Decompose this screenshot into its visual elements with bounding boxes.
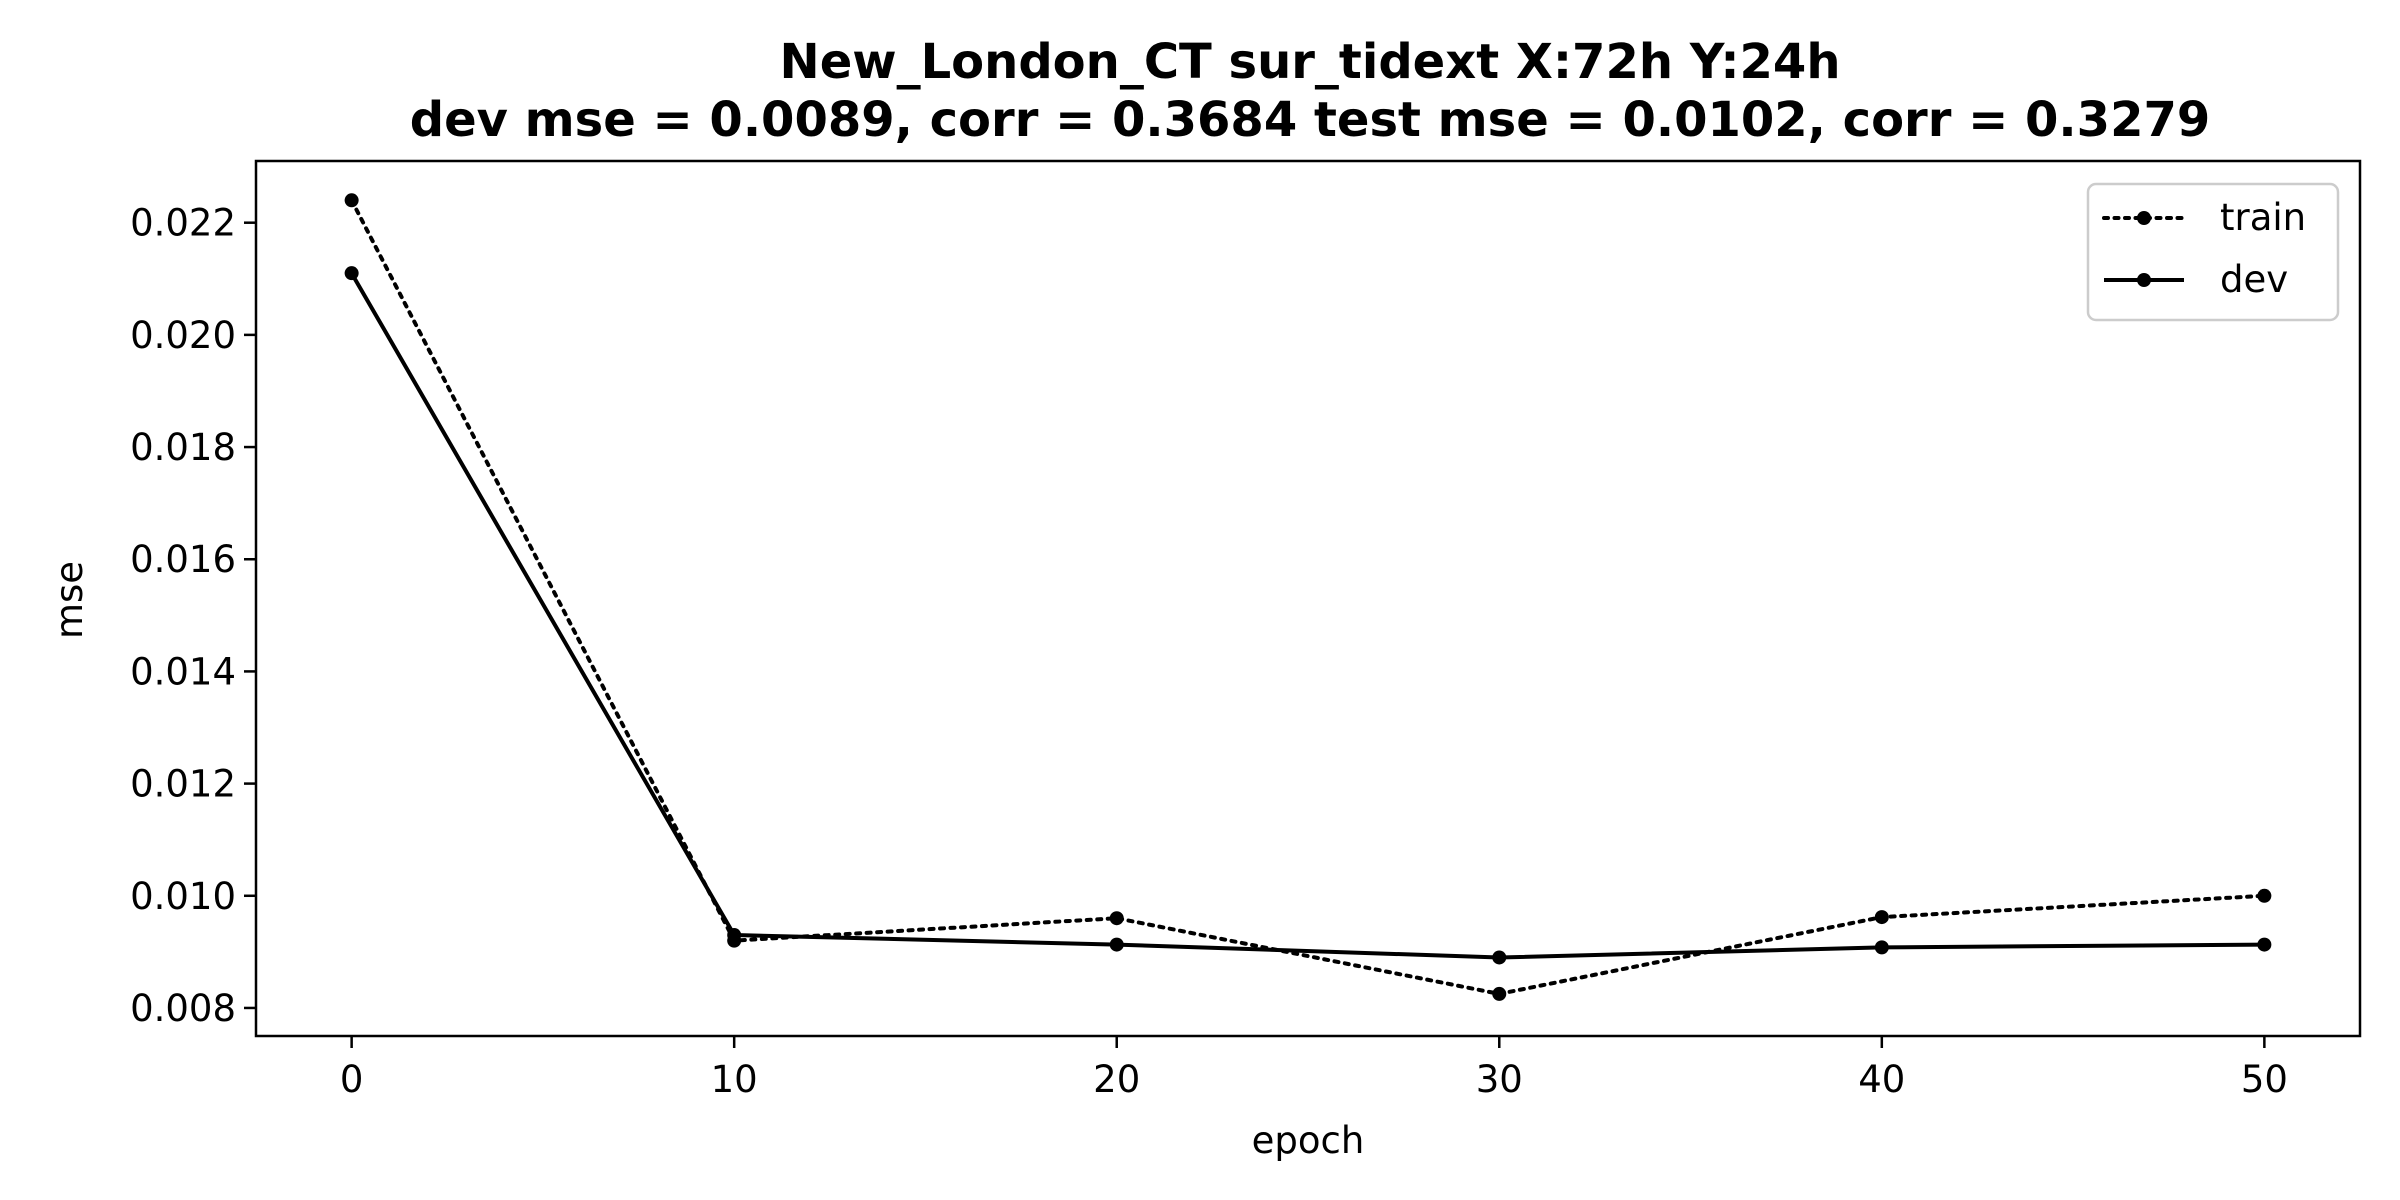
- legend-dev-label: dev: [2220, 258, 2288, 301]
- series-dev-line: [349, 272, 2265, 960]
- plot-area: [344, 193, 2272, 1001]
- series-dev-point: [727, 928, 742, 943]
- legend: train dev: [2086, 182, 2340, 322]
- y-tick-label: 0.018: [130, 426, 236, 469]
- y-tick-label: 0.016: [130, 538, 236, 581]
- series-train-point: [1492, 986, 1507, 1001]
- y-tick-label: 0.014: [130, 650, 236, 693]
- x-tick-label: 50: [2241, 1058, 2288, 1101]
- x-axis-ticks: 0 10 20 30 40 50: [340, 1036, 2288, 1101]
- series-train-point: [2257, 888, 2272, 903]
- axes-frame: [254, 159, 2362, 1038]
- series-dev-point: [1492, 950, 1507, 965]
- series-train-line: [349, 198, 2267, 996]
- y-tick-label: 0.022: [130, 202, 236, 245]
- x-tick-label: 30: [1476, 1058, 1523, 1101]
- y-tick-label: 0.012: [130, 763, 236, 806]
- y-tick-label: 0.008: [130, 987, 236, 1030]
- y-tick-label: 0.010: [130, 875, 236, 918]
- x-tick-label: 40: [1858, 1058, 1905, 1101]
- x-axis-label: epoch: [1252, 1119, 1365, 1162]
- series-train-point: [1109, 911, 1124, 926]
- x-tick-label: 0: [340, 1058, 364, 1101]
- y-axis-ticks: 0.008 0.010 0.012 0.014 0.016 0.018 0.020 0.022: [130, 202, 256, 1030]
- series-dev-point: [344, 266, 359, 281]
- legend-dev-marker: [2137, 273, 2151, 287]
- y-axis-label: mse: [48, 561, 91, 639]
- chart-title-line2: dev mse = 0.0089, corr = 0.3684 test mse…: [410, 92, 2211, 148]
- y-tick-label: 0.020: [130, 314, 236, 357]
- x-tick-label: 10: [711, 1058, 758, 1101]
- legend-train-label: train: [2220, 196, 2306, 239]
- series-dev-point: [1874, 940, 1889, 955]
- legend-train-marker: [2137, 211, 2151, 225]
- x-tick-label: 20: [1093, 1058, 1140, 1101]
- series-dev-point: [1109, 937, 1124, 952]
- chart-title-line1: New_London_CT sur_tidext X:72h Y:24h: [780, 34, 1841, 90]
- series-dev-point: [2257, 937, 2272, 952]
- series-train-point: [1874, 910, 1889, 925]
- series-train-point: [344, 193, 359, 208]
